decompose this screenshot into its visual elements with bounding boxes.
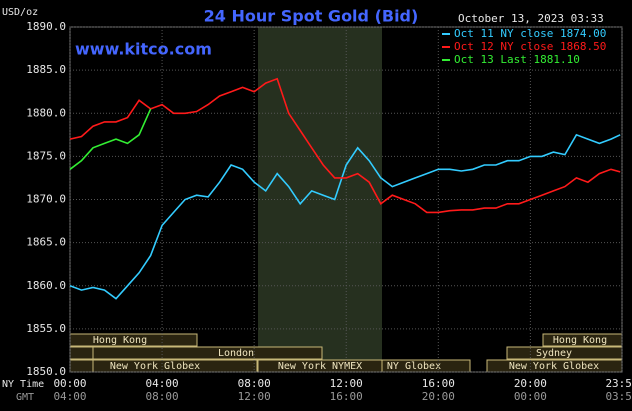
y-tick-label: 1885.0 (26, 63, 66, 76)
gmt-tick-label: 16:00 (330, 390, 363, 403)
x-tick-label: 20:00 (514, 377, 547, 390)
series-line (69, 108, 152, 170)
y-tick-label: 1860.0 (26, 279, 66, 292)
chart-title: 24 Hour Spot Gold (Bid) (204, 7, 419, 26)
session-bar (69, 359, 94, 373)
y-tick-label: 1890.0 (26, 20, 66, 33)
legend-label: Oct 11 NY close 1874.00 (454, 27, 606, 40)
gmt-tick-label: 08:00 (146, 390, 179, 403)
website: www.kitco.com (75, 40, 212, 59)
x-tick-label: 12:00 (330, 377, 363, 390)
timestamp: October 13, 2023 03:33 (458, 12, 604, 25)
session-label: Hong Kong (93, 335, 147, 346)
x-tick-label: 04:00 (146, 377, 179, 390)
gmt-tick-label: 00:00 (514, 390, 547, 403)
x-axis-label: NY Time (2, 379, 44, 390)
x-tick-label: 08:00 (238, 377, 271, 390)
gmt-tick-label: 04:00 (53, 390, 86, 403)
session-label: New York Globex (110, 361, 200, 372)
x-tick-label: 23:59 (605, 377, 632, 390)
y-tick-label: 1870.0 (26, 193, 66, 206)
session-label: Sydney (536, 348, 572, 359)
y-tick-label: 1865.0 (26, 236, 66, 249)
sessions: Hong Kong Hong Kong London Sydney New Yo… (69, 333, 623, 373)
gmt-tick-label: 20:00 (422, 390, 455, 403)
x-tick-label: 00:00 (53, 377, 86, 390)
session-label: Hong Kong (553, 335, 607, 346)
y-tick-label: 1850.0 (26, 365, 66, 378)
gmt-tick-label: 03:59 (605, 390, 632, 403)
y-tick-label: 1875.0 (26, 149, 66, 162)
session-label: New York NYMEX (278, 361, 362, 372)
x-tick-label: 16:00 (422, 377, 455, 390)
session-label: New York Globex (509, 361, 599, 372)
session-label: London (218, 348, 254, 359)
y-tick-label: 1855.0 (26, 322, 66, 335)
legend-label: Oct 12 NY close 1868.50 (454, 40, 606, 53)
x-axis-label: GMT (16, 392, 34, 403)
series-line (69, 77, 621, 214)
session-label: NY Globex (387, 361, 441, 372)
session-bar (69, 346, 94, 360)
unit-label: USD/oz (2, 7, 38, 18)
gmt-tick-label: 12:00 (238, 390, 271, 403)
y-tick-label: 1880.0 (26, 106, 66, 119)
session-bar (92, 346, 323, 360)
series-line (69, 133, 621, 300)
legend-label: Oct 13 Last 1881.10 (454, 53, 580, 66)
